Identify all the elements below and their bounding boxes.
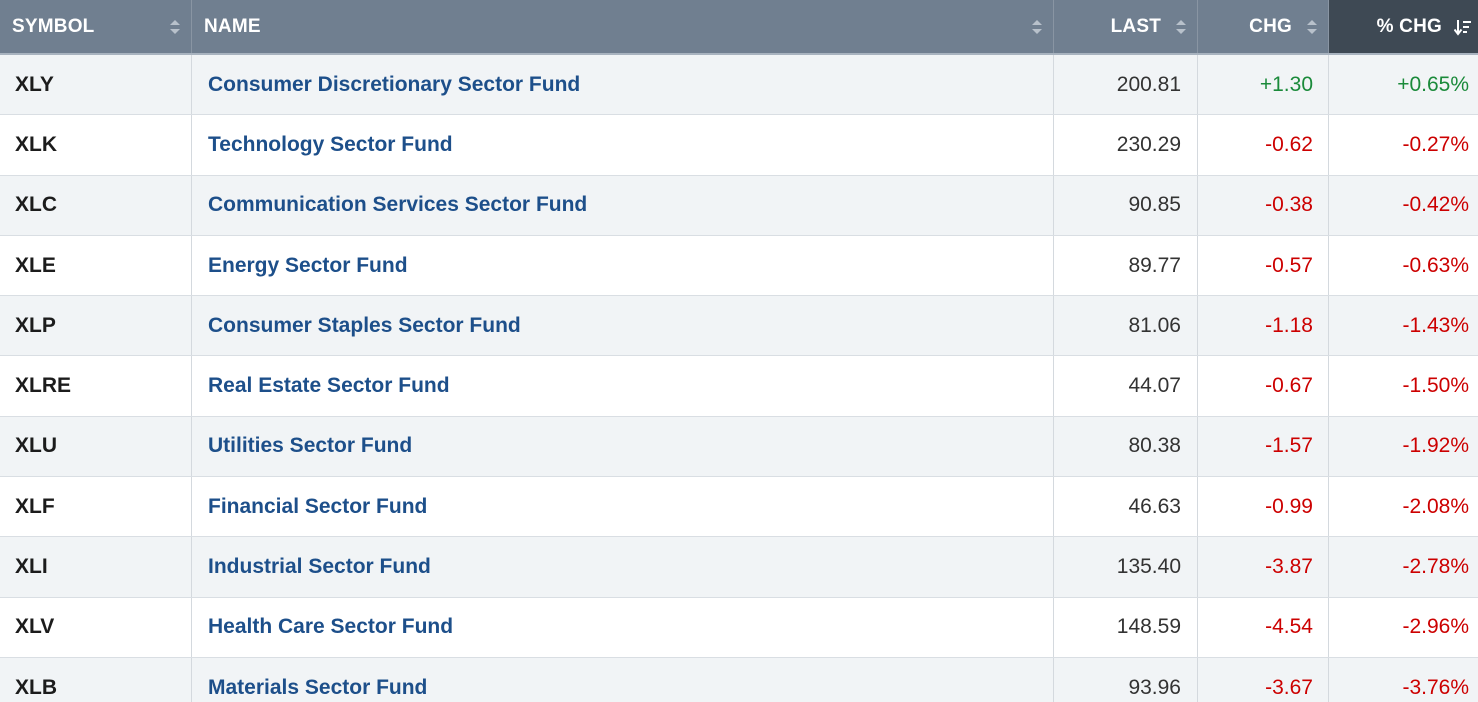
column-header-label: SYMBOL xyxy=(12,15,95,37)
percent-change-cell: -2.78% xyxy=(1402,555,1469,579)
table-row[interactable]: XLK Technology Sector Fund 230.29 -0.62 -0.2… xyxy=(0,115,1478,176)
change-cell: -0.38 xyxy=(1198,175,1329,235)
percent-change-cell: +0.65% xyxy=(1397,72,1469,96)
change-cell: -0.57 xyxy=(1198,235,1329,296)
table-row[interactable]: XLY Consumer Discretionary Sector Fund 200… xyxy=(0,55,1478,116)
last-price-cell: 80.38 xyxy=(1054,416,1198,477)
column-header-label: CHG xyxy=(1249,15,1292,37)
fund-name-link[interactable]: Communication Services Sector Fund xyxy=(192,175,1054,235)
table-row[interactable]: XLE Energy Sector Fund 89.77 -0.57 -0.63% xyxy=(0,235,1478,297)
sort-updown-icon xyxy=(1307,19,1317,34)
sort-descending-icon xyxy=(1454,19,1471,36)
column-header-pct-chg[interactable]: % CHG xyxy=(1329,0,1478,53)
symbol-cell[interactable]: XLC xyxy=(0,175,192,235)
table-row[interactable]: XLB Materials Sector Fund 93.96 -3.67 -3.76% xyxy=(0,657,1478,702)
change-cell: +1.30 xyxy=(1198,55,1329,115)
sort-updown-icon xyxy=(1176,19,1186,34)
change-cell: -0.99 xyxy=(1198,477,1329,537)
column-header-label: LAST xyxy=(1110,15,1161,37)
change-cell: -4.54 xyxy=(1198,597,1329,657)
table-row[interactable]: XLF Financial Sector Fund 46.63 -0.99 -2.08% xyxy=(0,477,1478,538)
symbol-cell[interactable]: XLI xyxy=(0,537,192,597)
last-price-cell: 89.77 xyxy=(1054,235,1198,296)
change-cell: -0.62 xyxy=(1198,115,1329,175)
percent-change-cell: -1.43% xyxy=(1402,313,1469,337)
last-price-cell: 46.63 xyxy=(1054,477,1198,537)
symbol-cell[interactable]: XLV xyxy=(0,597,192,657)
symbol-cell[interactable]: XLY xyxy=(0,55,192,115)
symbol-cell[interactable]: XLB xyxy=(0,657,192,702)
fund-name-link[interactable]: Consumer Staples Sector Fund xyxy=(192,296,1054,356)
fund-name-link[interactable]: Technology Sector Fund xyxy=(192,115,1054,175)
sort-updown-icon xyxy=(1032,19,1042,34)
change-cell: -1.57 xyxy=(1198,416,1329,477)
percent-change-cell: -0.63% xyxy=(1402,253,1469,277)
last-price-cell: 135.40 xyxy=(1054,537,1198,597)
table-header: SYMBOL NAME LAST CHG xyxy=(0,0,1478,55)
last-price-cell: 230.29 xyxy=(1054,115,1198,175)
fund-name-link[interactable]: Health Care Sector Fund xyxy=(192,597,1054,657)
last-price-cell: 200.81 xyxy=(1054,55,1198,115)
change-cell: -0.67 xyxy=(1198,356,1329,416)
last-price-cell: 148.59 xyxy=(1054,597,1198,657)
fund-name-link[interactable]: Financial Sector Fund xyxy=(192,477,1054,537)
column-header-label: NAME xyxy=(204,15,261,37)
percent-change-cell: -0.42% xyxy=(1402,193,1469,217)
fund-name-link[interactable]: Industrial Sector Fund xyxy=(192,537,1054,597)
column-header-name[interactable]: NAME xyxy=(192,0,1054,53)
fund-name-link[interactable]: Energy Sector Fund xyxy=(192,235,1054,296)
column-header-chg[interactable]: CHG xyxy=(1198,0,1329,53)
table-row[interactable]: XLRE Real Estate Sector Fund 44.07 -0.67 -1.… xyxy=(0,356,1478,417)
fund-name-link[interactable]: Consumer Discretionary Sector Fund xyxy=(192,55,1054,115)
percent-change-cell: -1.50% xyxy=(1402,374,1469,398)
percent-change-cell: -1.92% xyxy=(1402,434,1469,458)
symbol-cell[interactable]: XLE xyxy=(0,235,192,296)
change-cell: -3.87 xyxy=(1198,537,1329,597)
symbol-cell[interactable]: XLK xyxy=(0,115,192,175)
symbol-cell[interactable]: XLF xyxy=(0,477,192,537)
column-header-last[interactable]: LAST xyxy=(1054,0,1198,53)
table-row[interactable]: XLP Consumer Staples Sector Fund 81.06 -1.1… xyxy=(0,296,1478,357)
table-row[interactable]: XLU Utilities Sector Fund 80.38 -1.57 -1.92% xyxy=(0,416,1478,478)
change-cell: -1.18 xyxy=(1198,296,1329,356)
last-price-cell: 93.96 xyxy=(1054,657,1198,702)
percent-change-cell: -2.96% xyxy=(1402,615,1469,639)
fund-name-link[interactable]: Real Estate Sector Fund xyxy=(192,356,1054,416)
last-price-cell: 90.85 xyxy=(1054,175,1198,235)
change-cell: -3.67 xyxy=(1198,657,1329,702)
table-row[interactable]: XLV Health Care Sector Fund 148.59 -4.54 -2.… xyxy=(0,597,1478,658)
symbol-cell[interactable]: XLRE xyxy=(0,356,192,416)
symbol-cell[interactable]: XLU xyxy=(0,416,192,477)
symbol-cell[interactable]: XLP xyxy=(0,296,192,356)
fund-name-link[interactable]: Utilities Sector Fund xyxy=(192,416,1054,477)
table-body: XLY Consumer Discretionary Sector Fund 200… xyxy=(0,55,1478,702)
last-price-cell: 81.06 xyxy=(1054,296,1198,356)
column-header-label: % CHG xyxy=(1376,15,1442,37)
column-header-symbol[interactable]: SYMBOL xyxy=(0,0,192,53)
table-row[interactable]: XLC Communication Services Sector Fund 90.… xyxy=(0,175,1478,236)
percent-change-cell: -0.27% xyxy=(1402,132,1469,156)
percent-change-cell: -3.76% xyxy=(1402,675,1469,699)
percent-change-cell: -2.08% xyxy=(1402,494,1469,518)
last-price-cell: 44.07 xyxy=(1054,356,1198,416)
table-row[interactable]: XLI Industrial Sector Fund 135.40 -3.87 -2.7… xyxy=(0,537,1478,598)
sort-updown-icon xyxy=(170,19,180,34)
fund-name-link[interactable]: Materials Sector Fund xyxy=(192,657,1054,702)
